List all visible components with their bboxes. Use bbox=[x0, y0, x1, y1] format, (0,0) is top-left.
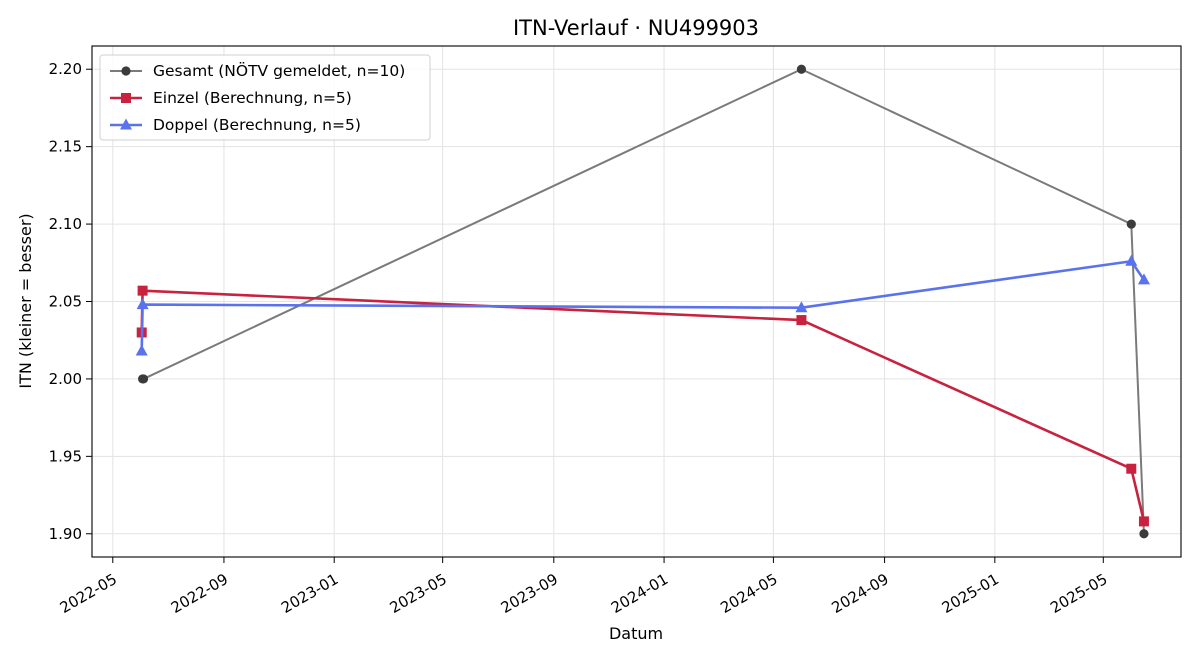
y-tick-label: 2.10 bbox=[49, 215, 82, 233]
legend-entry: Doppel (Berechnung, n=5) bbox=[110, 116, 361, 134]
y-tick-label: 2.15 bbox=[49, 138, 82, 156]
series-line bbox=[140, 259, 1146, 352]
x-tick-label: 2024-01 bbox=[608, 570, 671, 617]
x-tick-label: 2022-09 bbox=[168, 570, 231, 617]
legend-box bbox=[99, 54, 431, 141]
x-tick-label: 2023-01 bbox=[278, 570, 341, 617]
x-tick-label: 2023-09 bbox=[498, 570, 561, 617]
data-point bbox=[1138, 516, 1149, 527]
data-point bbox=[1137, 273, 1150, 285]
series-2 bbox=[135, 254, 1150, 356]
series-line bbox=[140, 289, 1146, 522]
x-tick-label: 2024-09 bbox=[829, 570, 892, 617]
y-tick-label: 1.90 bbox=[49, 525, 82, 543]
plot-frame bbox=[91, 45, 1182, 558]
legend-marker bbox=[121, 66, 131, 76]
data-point bbox=[796, 315, 807, 326]
x-axis-label: Datum bbox=[609, 624, 663, 643]
data-point bbox=[135, 344, 148, 356]
data-point bbox=[1126, 463, 1137, 474]
data-point bbox=[1139, 529, 1149, 539]
legend-entry: Gesamt (NÖTV gemeldet, n=10) bbox=[110, 61, 405, 80]
legend-label: Einzel (Berechnung, n=5) bbox=[153, 89, 352, 107]
data-point bbox=[796, 64, 807, 74]
data-point bbox=[136, 298, 149, 310]
legend-marker bbox=[120, 118, 132, 130]
data-point bbox=[1125, 254, 1138, 266]
chart-title: ITN-Verlauf · NU499903 bbox=[513, 16, 759, 40]
x-tick-label: 2024-05 bbox=[717, 570, 780, 617]
data-point bbox=[138, 374, 149, 384]
x-tick-label: 2025-05 bbox=[1047, 570, 1110, 617]
x-tick-label: 2022-05 bbox=[57, 570, 120, 617]
series-1 bbox=[136, 285, 1149, 527]
legend-label: Doppel (Berechnung, n=5) bbox=[153, 116, 361, 134]
legend-entry: Einzel (Berechnung, n=5) bbox=[110, 89, 352, 107]
data-point bbox=[137, 285, 148, 296]
x-tick-label: 2025-01 bbox=[939, 570, 1002, 617]
y-tick-label: 2.20 bbox=[49, 60, 82, 78]
legend-marker bbox=[121, 93, 131, 103]
y-tick-label: 2.05 bbox=[49, 293, 82, 311]
grid-lines bbox=[92, 46, 1181, 557]
legend: Gesamt (NÖTV gemeldet, n=10) Einzel (Bere… bbox=[99, 54, 431, 141]
data-point bbox=[795, 301, 808, 313]
y-axis-label: ITN (kleiner = besser) bbox=[16, 213, 35, 388]
series-layer bbox=[135, 64, 1150, 539]
series-0 bbox=[138, 64, 1149, 539]
y-tick-label: 2.00 bbox=[49, 370, 82, 388]
data-point bbox=[1126, 219, 1136, 229]
legend-label: Gesamt (NÖTV gemeldet, n=10) bbox=[153, 61, 405, 80]
y-tick-label: 1.95 bbox=[49, 447, 82, 465]
x-tick-label: 2023-05 bbox=[387, 570, 450, 617]
